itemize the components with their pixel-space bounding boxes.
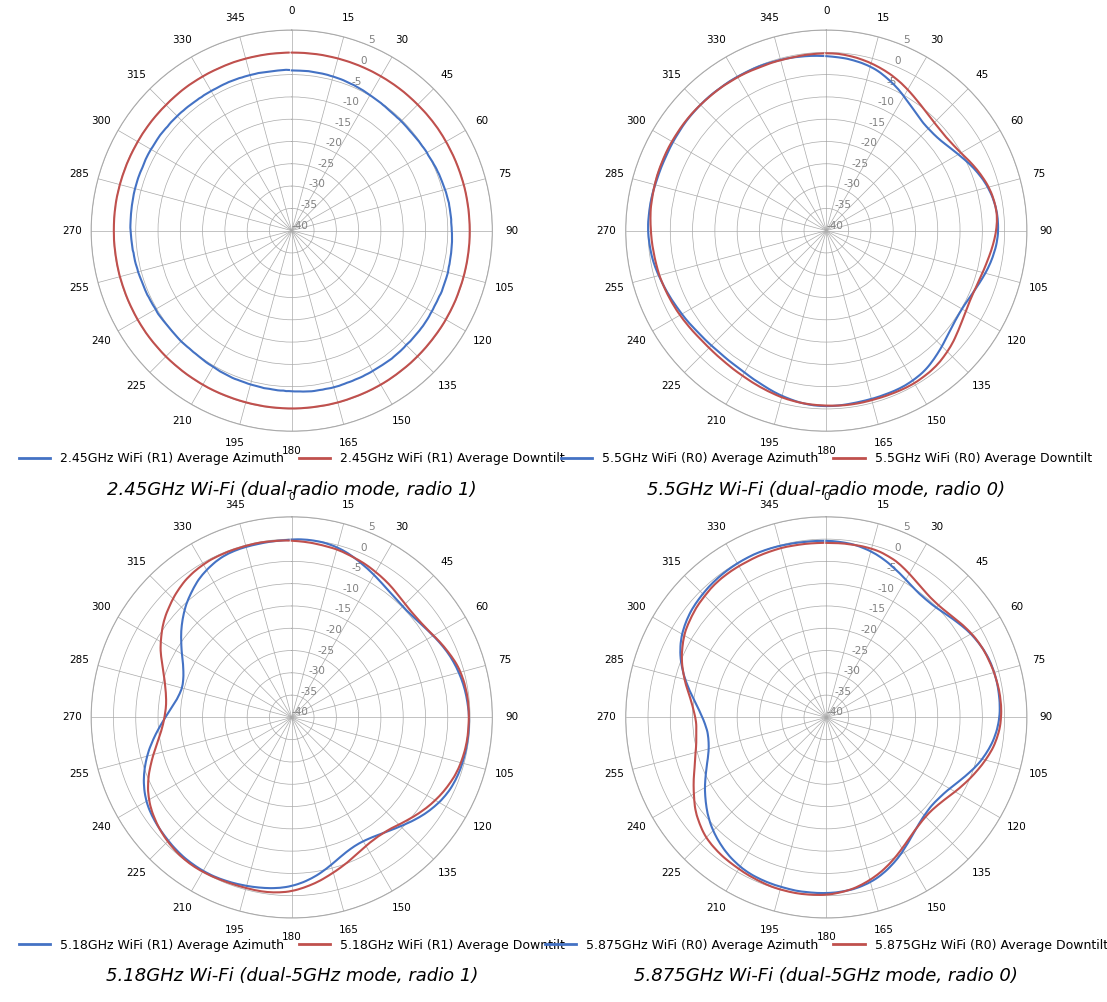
Legend: 2.45GHz WiFi (R1) Average Azimuth, 2.45GHz WiFi (R1) Average Downtilt: 2.45GHz WiFi (R1) Average Azimuth, 2.45G… — [19, 452, 565, 465]
Legend: 5.875GHz WiFi (R0) Average Azimuth, 5.875GHz WiFi (R0) Average Downtilt: 5.875GHz WiFi (R0) Average Azimuth, 5.87… — [545, 939, 1107, 952]
Text: 2.45GHz Wi-Fi (dual-radio mode, radio 1): 2.45GHz Wi-Fi (dual-radio mode, radio 1) — [107, 481, 477, 499]
Legend: 5.5GHz WiFi (R0) Average Azimuth, 5.5GHz WiFi (R0) Average Downtilt: 5.5GHz WiFi (R0) Average Azimuth, 5.5GHz… — [561, 452, 1092, 465]
Text: 5.5GHz Wi-Fi (dual-radio mode, radio 0): 5.5GHz Wi-Fi (dual-radio mode, radio 0) — [648, 481, 1005, 499]
Text: 5.18GHz Wi-Fi (dual-5GHz mode, radio 1): 5.18GHz Wi-Fi (dual-5GHz mode, radio 1) — [105, 967, 478, 985]
Text: 5.875GHz Wi-Fi (dual-5GHz mode, radio 0): 5.875GHz Wi-Fi (dual-5GHz mode, radio 0) — [634, 967, 1018, 985]
Legend: 5.18GHz WiFi (R1) Average Azimuth, 5.18GHz WiFi (R1) Average Downtilt: 5.18GHz WiFi (R1) Average Azimuth, 5.18G… — [19, 939, 565, 952]
